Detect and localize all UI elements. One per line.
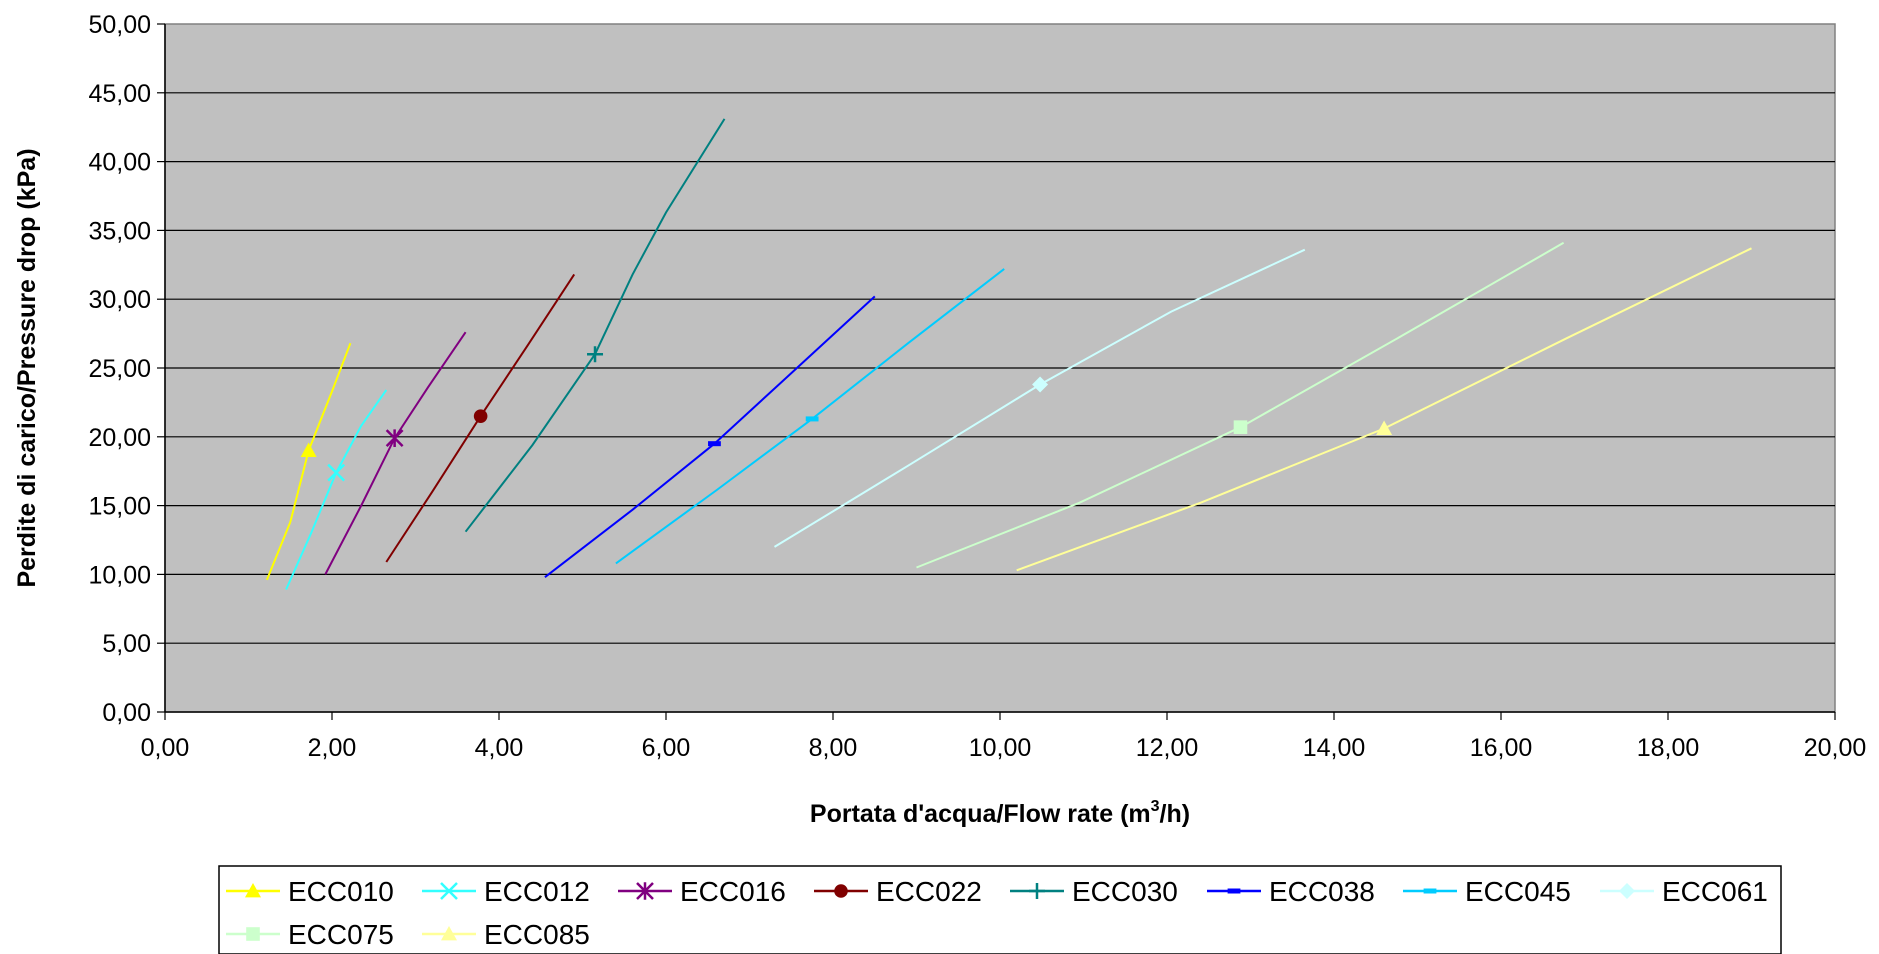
x-tick-label: 6,00 [642,734,691,762]
series-marker-ECC061 [1032,376,1049,393]
legend-item-ECC022: ECC022 [814,876,982,907]
legend-box [218,865,1782,954]
y-tick-label: 15,00 [88,493,151,521]
legend-marker [441,926,457,941]
x-tick-label: 12,00 [1136,734,1199,762]
y-axis-title: Perdite di carico/Pressure drop (kPa) [13,148,41,587]
y-tick-label: 50,00 [88,11,151,39]
legend-item-ECC012: ECC012 [422,876,590,907]
series-marker-ECC045 [805,416,819,422]
x-tick-label: 10,00 [969,734,1032,762]
legend-item-ECC038: ECC038 [1207,876,1375,907]
series-ECC016 [324,331,467,575]
y-tick-label: 45,00 [88,80,151,108]
legend-marker [440,882,458,900]
series-ECC045 [615,268,1005,565]
legend-marker [1619,883,1635,899]
legend-marker [1227,888,1241,894]
series-ECC075 [916,241,1565,569]
series-marker-ECC030 [587,346,604,363]
legend-item-ECC075: ECC075 [226,919,394,950]
y-tick-label: 35,00 [88,217,151,245]
series-marker-ECC012 [327,463,346,482]
series-marker-ECC022 [473,409,488,423]
series-line-ECC030 [464,118,726,533]
legend-marker [636,882,654,900]
y-tick-label: 25,00 [88,355,151,383]
legend-item-ECC030: ECC030 [1010,876,1178,907]
x-tick-label: 16,00 [1470,734,1533,762]
series-ECC010 [265,342,352,581]
legend-item-ECC085: ECC085 [422,919,590,950]
y-tick-label: 30,00 [88,286,151,314]
series-marker-ECC010 [300,442,317,457]
y-tick-label: 0,00 [102,699,151,727]
x-axis-title-superscript: 3 [1151,798,1160,815]
series-layer [265,118,1752,590]
legend-item-ECC016: ECC016 [618,876,786,907]
legend-label: ECC022 [876,876,982,907]
x-tick-label: 20,00 [1804,734,1867,762]
legend-item-ECC010: ECC010 [226,876,394,907]
legend: ECC010 ECC012 ECC016 ECC022 ECC030 ECC038 ECC0… [226,876,1768,950]
series-ECC085 [1016,247,1752,572]
y-axis: 0,00 5,00 10,00 15,00 20,00 25,00 30,00 35,00 40… [88,11,166,727]
y-tick-label: 5,00 [102,630,151,658]
series-ECC038 [544,295,876,578]
x-axis-title-main: Portata d'acqua/Flow rate (m [810,800,1151,828]
legend-item-ECC061: ECC061 [1600,876,1768,907]
x-axis-title-tail: /h) [1160,800,1191,828]
legend-label: ECC045 [1465,876,1571,907]
legend-label: ECC030 [1072,876,1178,907]
legend-marker [1423,888,1437,894]
x-tick-label: 8,00 [809,734,858,762]
x-tick-label: 4,00 [475,734,524,762]
series-ECC030 [464,118,726,533]
series-marker-ECC016 [385,429,404,448]
y-tick-label: 40,00 [88,149,151,177]
legend-marker [246,927,260,941]
legend-label: ECC061 [1662,876,1768,907]
x-axis: 0,00 2,00 4,00 6,00 8,00 10,00 12,00 14,00 16,00… [141,711,1867,762]
x-tick-label: 18,00 [1637,734,1700,762]
legend-label: ECC016 [680,876,786,907]
y-tick-label: 20,00 [88,424,151,452]
legend-marker [1029,883,1045,899]
legend-label: ECC010 [288,876,394,907]
series-ECC012 [285,389,388,590]
legend-label: ECC085 [484,919,590,950]
y-tick-label: 10,00 [88,561,151,589]
x-tick-label: 14,00 [1303,734,1366,762]
series-marker-ECC038 [708,441,721,447]
series-marker-ECC085 [1376,420,1393,435]
series-marker-ECC075 [1233,420,1248,434]
x-tick-label: 2,00 [308,734,357,762]
x-tick-label: 0,00 [141,734,190,762]
series-ECC061 [773,248,1306,548]
legend-marker [834,884,848,898]
legend-label: ECC012 [484,876,590,907]
legend-label: ECC038 [1269,876,1375,907]
series-ECC022 [385,273,576,563]
legend-marker [245,883,261,898]
legend-item-ECC045: ECC045 [1403,876,1571,907]
x-axis-title: Portata d'acqua/Flow rate (m3/h) [810,798,1190,828]
gridlines [165,92,1835,644]
legend-label: ECC075 [288,919,394,950]
